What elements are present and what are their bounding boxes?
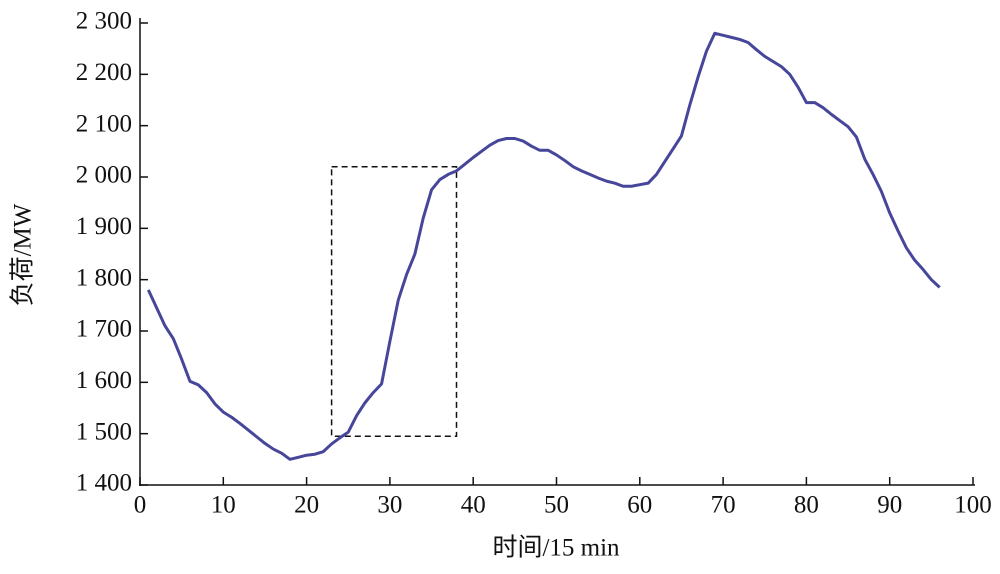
y-tick-label: 2 000 <box>76 162 132 189</box>
y-tick-label: 2 200 <box>76 59 132 86</box>
x-tick-label: 0 <box>134 492 147 519</box>
y-tick-label: 1 400 <box>76 470 132 497</box>
x-tick-label: 20 <box>294 492 319 519</box>
load-line <box>146 31 941 461</box>
x-tick-label: 70 <box>711 492 736 519</box>
highlight-box <box>330 166 458 437</box>
y-tick-label: 1 900 <box>76 213 132 240</box>
x-axis-label: 时间/15 min <box>492 534 620 562</box>
y-axis-label: 负荷/MW <box>9 203 37 306</box>
y-tick-label: 1 700 <box>76 316 132 343</box>
x-tick-label: 50 <box>544 492 569 519</box>
x-tick-label: 40 <box>461 492 486 519</box>
y-tick-label: 2 300 <box>76 8 132 35</box>
x-tick-label: 60 <box>627 492 652 519</box>
y-tick-label: 2 100 <box>76 110 132 137</box>
x-tick-label: 90 <box>877 492 902 519</box>
x-tick-label: 80 <box>794 492 819 519</box>
y-tick-label: 1 500 <box>76 418 132 445</box>
x-tick-label: 100 <box>954 492 992 519</box>
x-tick-label: 10 <box>211 492 236 519</box>
x-tick-label: 30 <box>377 492 402 519</box>
y-tick-label: 1 600 <box>76 367 132 394</box>
y-tick-label: 1 800 <box>76 264 132 291</box>
